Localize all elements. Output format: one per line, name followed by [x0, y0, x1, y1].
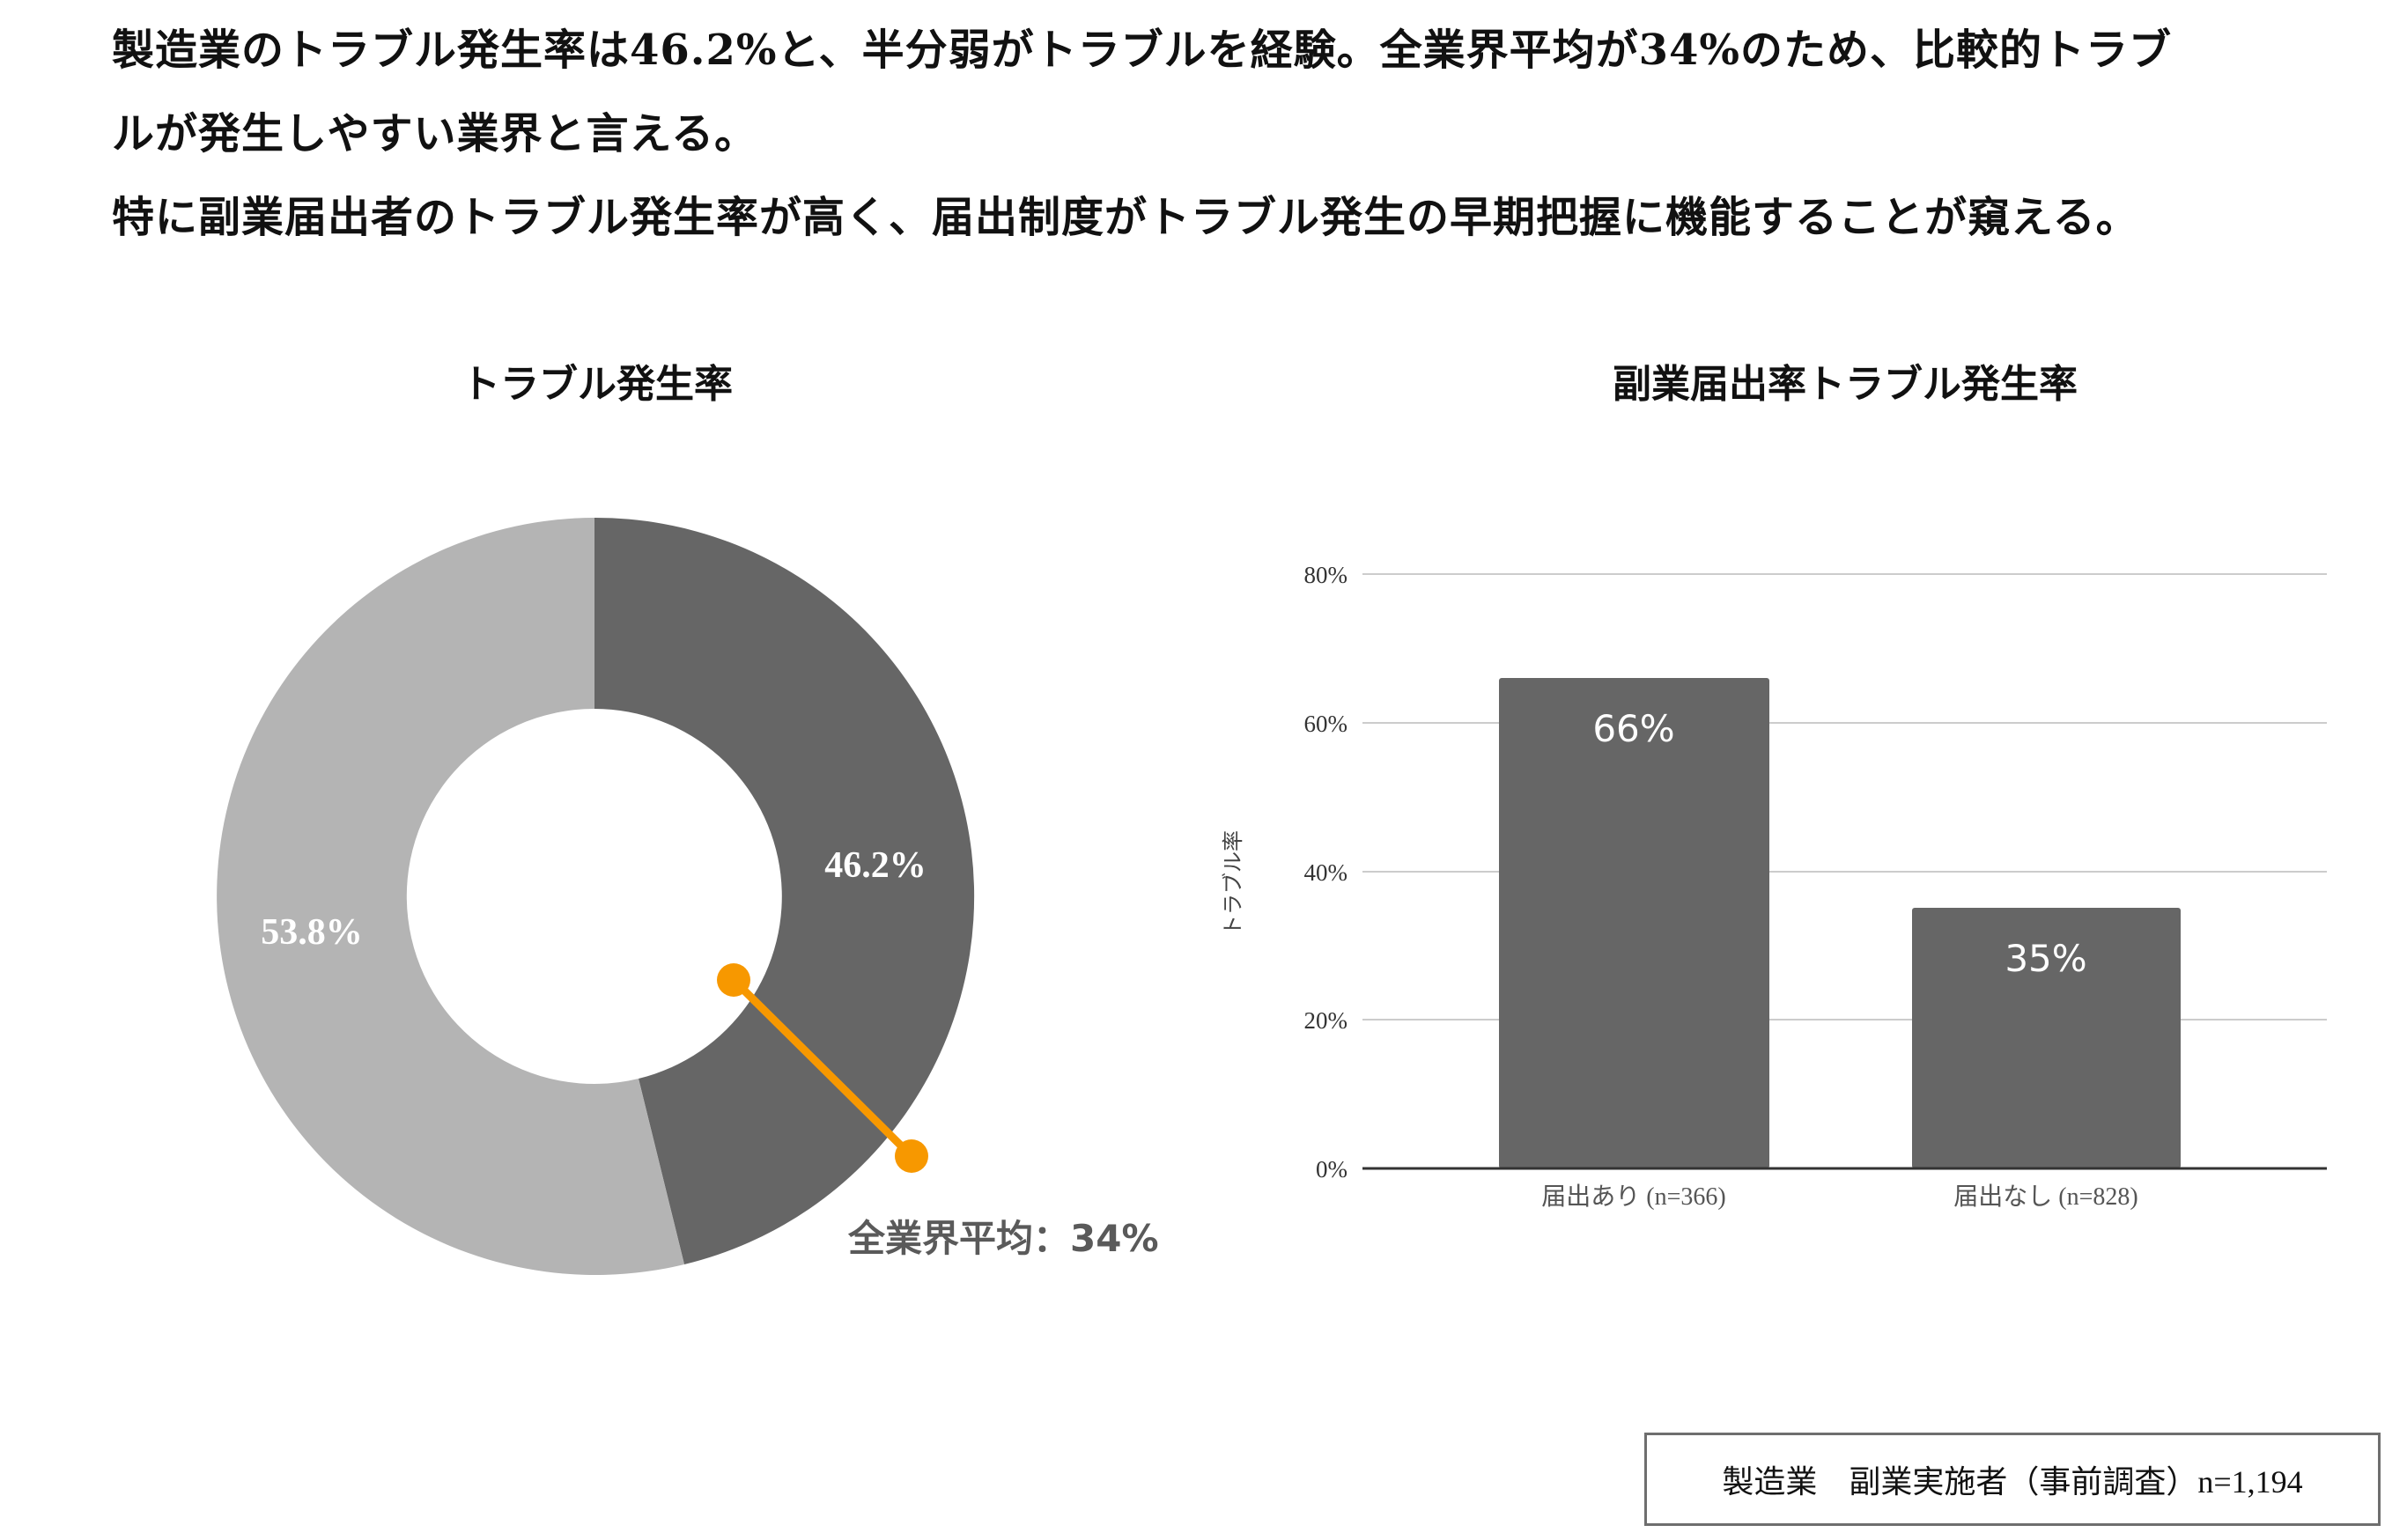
donut-chart: 46.2% 53.8% 全業界平均：34%	[217, 517, 1159, 1275]
industry-average-label: 全業界平均：34%	[847, 1217, 1159, 1260]
summary-line-3: 特に副業届出者のトラブル発生率が高く、届出制度がトラブル発生の早期把握に機能する…	[112, 193, 2139, 242]
summary-line-2: ルが発生しやすい業界と言える。	[112, 109, 758, 158]
donut-slice-no-trouble	[217, 518, 685, 1275]
bar-value-without-notification: 35%	[2005, 937, 2086, 980]
ytick-60: 60%	[1304, 711, 1348, 737]
ytick-20: 20%	[1304, 1007, 1348, 1034]
industry-average-marker	[717, 963, 928, 1173]
bar-chart-title: 副業届出率トラブル発生率	[1613, 362, 2078, 407]
bar-chart: 80% 60% 40% 20% 0% トラブル率 66% 35% 届出あり (n…	[1222, 562, 2327, 1211]
bar-without-notification	[1912, 908, 2181, 1168]
sample-note-box: 製造業 副業実施者（事前調査）n=1,194	[1644, 1433, 2381, 1526]
bar-with-notification	[1499, 678, 1769, 1168]
donut-chart-title: トラブル発生率	[461, 362, 733, 407]
ytick-40: 40%	[1304, 859, 1348, 886]
donut-slice-trouble	[594, 517, 975, 1264]
summary-text: 製造業のトラブル発生率は46.2%と、半分弱がトラブルを経験。全業界平均が34%…	[112, 9, 2366, 260]
sample-note-text: 製造業 副業実施者（事前調査）n=1,194	[1722, 1464, 2303, 1499]
ytick-80: 80%	[1304, 562, 1348, 588]
summary-line-1: 製造業のトラブル発生率は46.2%と、半分弱がトラブルを経験。全業界平均が34%…	[112, 26, 2173, 75]
y-axis-title: トラブル率	[1222, 830, 1245, 936]
ytick-0: 0%	[1316, 1156, 1347, 1183]
bar-value-with-notification: 66%	[1592, 707, 1674, 750]
donut-label-trouble: 46.2%	[824, 845, 927, 886]
xtick-without-notification: 届出なし (n=828)	[1953, 1183, 2138, 1211]
donut-label-no-trouble: 53.8%	[261, 912, 363, 953]
xtick-with-notification: 届出あり (n=366)	[1541, 1183, 1725, 1211]
